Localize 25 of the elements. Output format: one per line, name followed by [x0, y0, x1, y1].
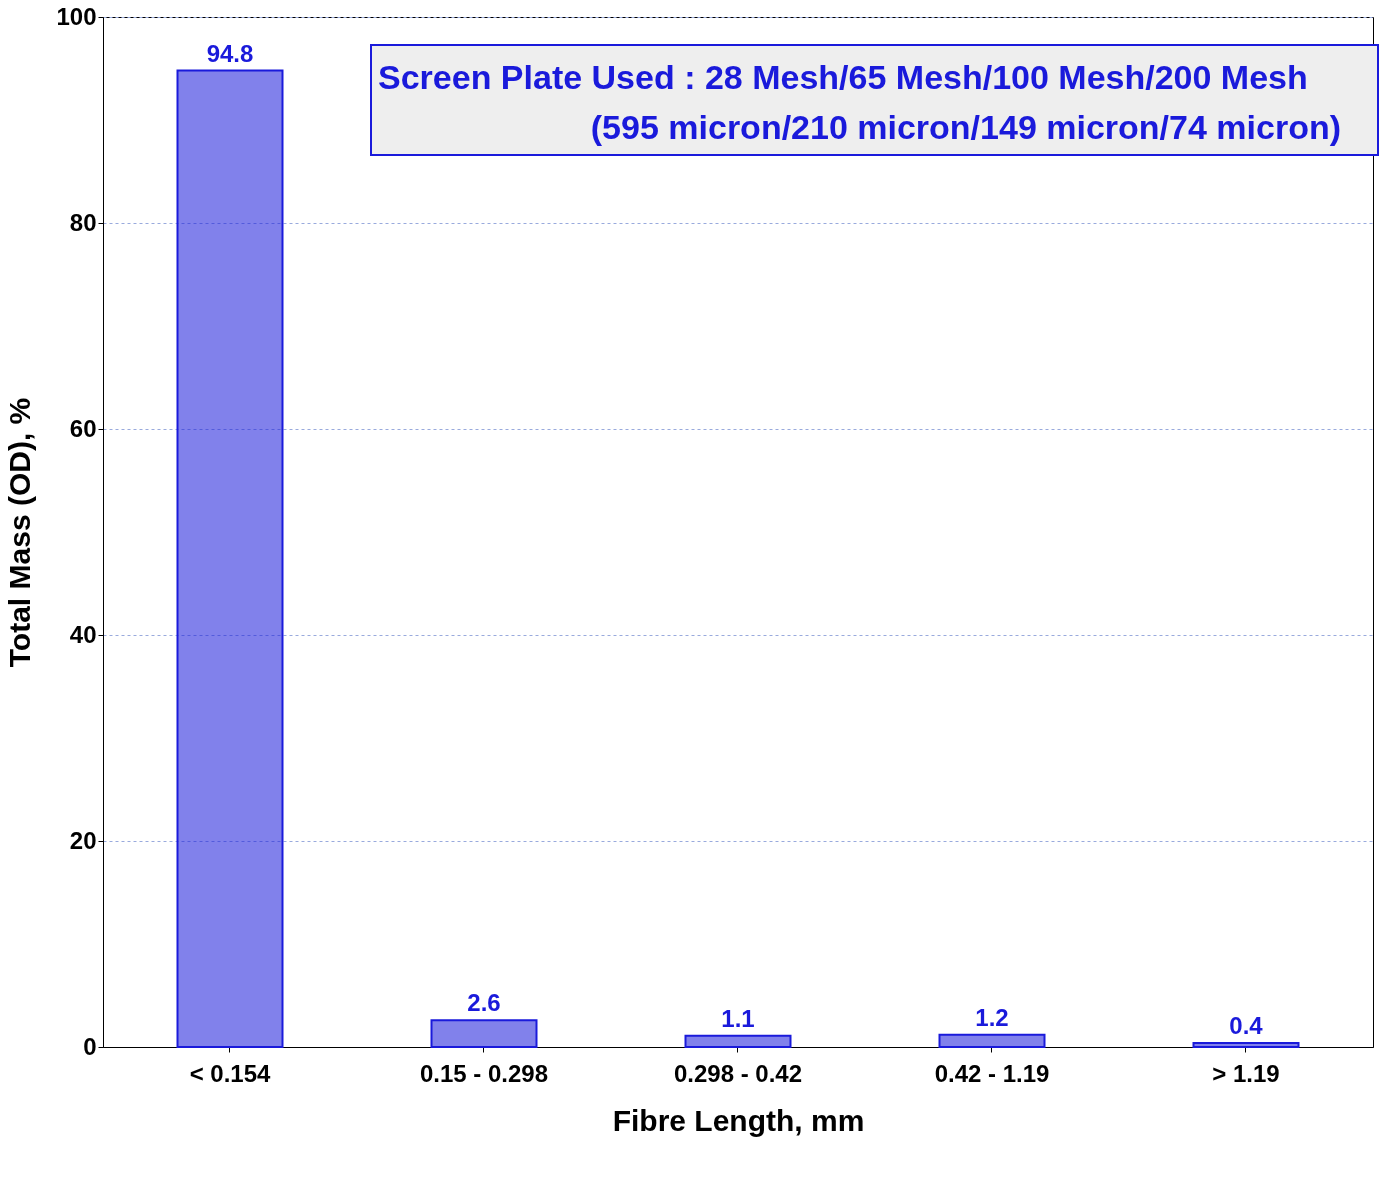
y-tick-label: 80 — [69, 208, 97, 236]
y-tick-label: 60 — [69, 414, 97, 442]
x-tick-label: 0.15 - 0.298 — [419, 1059, 549, 1087]
data-label: 0.4 — [1229, 1011, 1264, 1039]
y-tick-label: 0 — [83, 1032, 97, 1060]
data-label: 1.1 — [721, 1004, 755, 1032]
x-tick-label: > 1.19 — [1212, 1059, 1280, 1087]
x-tick-label: < 0.154 — [189, 1059, 272, 1087]
annotation: (595 micron/210 micron/149 micron/74 micron) — [590, 108, 1341, 146]
y-tick-label: 40 — [69, 620, 97, 648]
x-tick-label: 0.42 - 1.19 — [934, 1059, 1050, 1087]
x-axis-title: Fibre Length, mm — [612, 1103, 865, 1137]
bar — [176, 69, 284, 1048]
bar — [938, 1033, 1046, 1048]
annotation: Screen Plate Used : 28 Mesh/65 Mesh/100 Mesh/200 Mesh — [378, 58, 1308, 96]
data-label: 2.6 — [467, 989, 501, 1017]
y-tick-label: 20 — [69, 826, 97, 854]
bar — [1192, 1041, 1300, 1048]
bar — [684, 1034, 792, 1048]
x-tick-label: 0.298 - 0.42 — [673, 1059, 803, 1087]
data-label: 94.8 — [206, 39, 254, 67]
y-axis-title: Total Mass (OD), % — [3, 397, 37, 668]
data-label: 1.2 — [975, 1003, 1009, 1031]
bar — [430, 1019, 538, 1048]
y-tick-label: 100 — [56, 2, 97, 30]
